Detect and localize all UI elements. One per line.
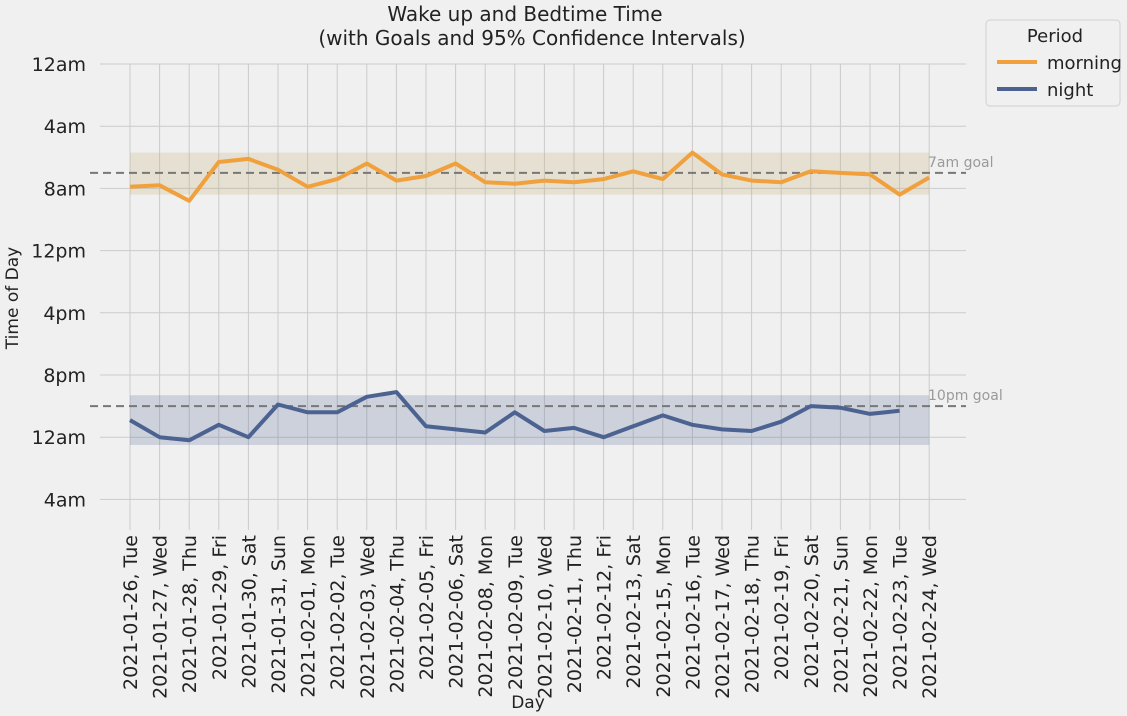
x-tick-label: 2021-01-31, Sun xyxy=(268,535,290,694)
legend-label-night: night xyxy=(1047,80,1093,101)
series-line-morning xyxy=(129,150,931,203)
x-tick-label: 2021-02-06, Sat xyxy=(446,535,468,689)
goal-label-morning: 7am goal xyxy=(928,155,994,171)
legend-label-morning: morning xyxy=(1047,53,1122,74)
x-tick-label: 2021-02-19, Fri xyxy=(771,535,793,680)
legend-title: Period xyxy=(1027,26,1083,47)
y-axis-label: Time of Day xyxy=(3,247,23,350)
y-tick-label: 8pm xyxy=(43,365,86,387)
confidence-bands xyxy=(130,152,930,445)
legend: Period morning night xyxy=(985,19,1122,107)
x-tick-label: 2021-02-17, Wed xyxy=(712,535,734,699)
series-lines xyxy=(128,150,931,443)
x-tick-label: 2021-01-28, Thu xyxy=(179,535,201,693)
y-tick-label: 4am xyxy=(44,489,86,511)
legend-box xyxy=(985,19,1121,107)
series-line-night xyxy=(128,390,900,443)
x-tick-label: 2021-02-13, Sat xyxy=(623,535,645,689)
x-tick-label: 2021-02-21, Sun xyxy=(830,535,852,694)
x-tick-label: 2021-02-22, Mon xyxy=(860,535,882,698)
y-tick-label: 12pm xyxy=(31,241,86,263)
grid xyxy=(100,63,966,530)
x-tick-label: 2021-02-10, Wed xyxy=(534,535,556,699)
x-tick-label: 2021-02-05, Fri xyxy=(416,535,438,680)
x-tick-label: 2021-02-08, Mon xyxy=(475,535,497,698)
x-tick-label: 2021-02-09, Tue xyxy=(505,535,527,690)
chart-title-line1: Wake up and Bedtime Time xyxy=(387,2,662,26)
x-tick-label: 2021-02-11, Thu xyxy=(564,535,586,693)
y-tick-labels: 12am 4am 8am 12pm 4pm 8pm 12am 4am xyxy=(31,54,86,511)
x-tick-labels: 2021-01-26, Tue 2021-01-27, Wed 2021-01-28… xyxy=(120,535,941,699)
x-tick-label: 2021-02-15, Mon xyxy=(653,535,675,698)
x-tick-label: 2021-01-29, Fri xyxy=(209,535,231,680)
y-tick-label: 12am xyxy=(32,427,86,449)
chart-title-line2: (with Goals and 95% Confidence Intervals… xyxy=(318,26,745,50)
x-tick-label: 2021-02-18, Thu xyxy=(742,535,764,693)
x-tick-label: 2021-02-02, Tue xyxy=(327,535,349,690)
x-tick-label: 2021-02-04, Thu xyxy=(386,535,408,693)
y-tick-label: 12am xyxy=(32,54,86,76)
y-tick-label: 8am xyxy=(44,178,86,200)
x-axis-label: Day xyxy=(511,693,545,713)
x-tick-label: 2021-01-26, Tue xyxy=(120,535,142,690)
y-tick-label: 4am xyxy=(44,116,86,138)
y-tick-label: 4pm xyxy=(43,303,86,325)
x-tick-label: 2021-02-24, Wed xyxy=(919,535,941,699)
x-tick-label: 2021-01-27, Wed xyxy=(150,535,172,699)
x-tick-label: 2021-02-12, Fri xyxy=(594,535,616,680)
x-tick-label: 2021-02-23, Tue xyxy=(890,535,912,690)
x-tick-label: 2021-02-01, Mon xyxy=(298,535,320,698)
goal-label-night: 10pm goal xyxy=(928,388,1003,404)
x-tick-label: 2021-02-16, Tue xyxy=(682,535,704,690)
x-tick-label: 2021-01-30, Sat xyxy=(238,535,260,689)
x-tick-label: 2021-02-03, Wed xyxy=(357,535,379,699)
x-tick-label: 2021-02-20, Sat xyxy=(801,535,823,689)
